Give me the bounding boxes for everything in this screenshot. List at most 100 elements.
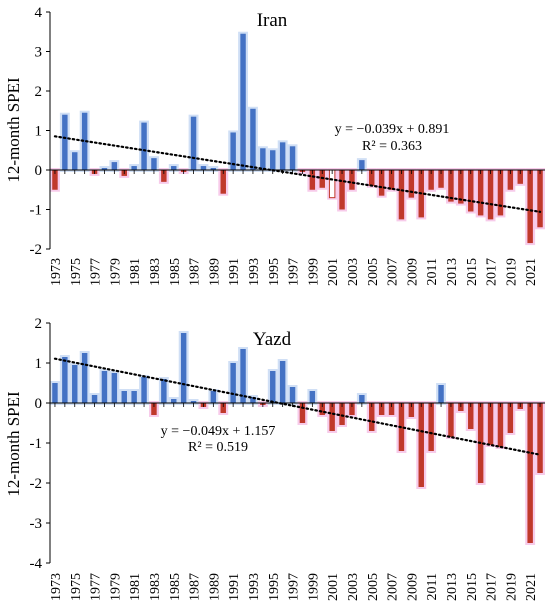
yazd-bar-2019 — [507, 403, 514, 433]
yazd-x-tick-label: 2011 — [425, 573, 440, 600]
iran-y-tick-label: 3 — [35, 45, 43, 61]
yazd-y-tick-label: -4 — [30, 556, 43, 572]
iran-trendline-path — [53, 135, 542, 213]
yazd-x-tick-label: 1977 — [89, 573, 104, 601]
yazd-bar-1975 — [72, 365, 78, 403]
yazd-r-squared-annotation: R² = 0.519 — [188, 440, 248, 455]
yazd-title: Yazd — [253, 329, 292, 350]
yazd-x-tick-label: 1981 — [128, 573, 143, 601]
yazd-bar-1985 — [171, 399, 177, 403]
yazd-equation-annotation: y = −0.049x + 1.157 — [161, 424, 276, 439]
yazd-x-tick-label: 2021 — [524, 573, 539, 601]
iran-bars — [50, 31, 545, 246]
iran-bar-2013 — [448, 170, 454, 202]
yazd-bar-1996 — [279, 361, 286, 403]
iran-bar-1996 — [279, 142, 286, 170]
iran-x-tick-label: 1995 — [267, 258, 282, 286]
iran-bar-1983 — [151, 158, 157, 170]
iran-bar-1978 — [101, 168, 108, 170]
yazd-bar-2005 — [369, 403, 375, 431]
yazd-bar-2018 — [497, 403, 504, 447]
iran-bar-1979 — [111, 162, 118, 170]
yazd-x-tick-label: 1997 — [287, 573, 302, 601]
yazd-bar-2013 — [448, 403, 454, 437]
iran-x-tick-label: 2017 — [485, 258, 500, 286]
iran-x-tick-label: 1989 — [207, 258, 222, 286]
yazd-y-tick-label: -1 — [30, 436, 43, 452]
yazd-x-tick-label: 2019 — [504, 573, 519, 601]
yazd-bar-1989 — [210, 391, 217, 403]
iran-bar-1992 — [240, 33, 246, 170]
iran-y-tick-label: -2 — [30, 242, 43, 258]
iran-x-tick-label: 1991 — [227, 258, 242, 286]
iran-bar-2002 — [339, 170, 345, 210]
yazd-x-tick-label: 1999 — [306, 573, 321, 601]
yazd-trendline — [53, 357, 542, 456]
iran-title: Iran — [257, 10, 288, 31]
iran-y-tick-label: -1 — [30, 203, 43, 219]
iran-y-axis-label: 12-month SPEI — [4, 77, 23, 183]
yazd-bar-2009 — [408, 403, 415, 417]
yazd-x-tick-label: 1989 — [207, 573, 222, 601]
iran-x-tick-label: 1981 — [128, 258, 143, 286]
iran-x-tick-label: 1987 — [188, 258, 203, 286]
iran-bar-1991 — [230, 132, 236, 170]
yazd-bar-1983 — [151, 403, 157, 415]
iran-bar-1999 — [309, 170, 316, 190]
iran-x-ticks: 1973 1975 1977 1979 1981 1983 1985 1987 1989 1991… — [49, 170, 541, 286]
iran-bar-2008 — [398, 170, 405, 220]
iran-bar-2001 — [328, 169, 336, 199]
yazd-bar-1978 — [101, 371, 108, 403]
yazd-x-tick-label: 1985 — [168, 573, 183, 601]
iran-equation-annotation: y = −0.039x + 0.891 — [335, 122, 450, 137]
iran-bar-2012 — [438, 170, 444, 188]
yazd-y-tick-label: 1 — [35, 356, 43, 372]
yazd-bar-1995 — [270, 371, 276, 403]
iran-bar-2015 — [468, 170, 474, 212]
iran-bar-2017 — [487, 170, 494, 220]
yazd-x-tick-label: 1975 — [69, 573, 84, 601]
iran-x-tick-label: 2003 — [346, 258, 361, 286]
yazd-y-tick-label: 2 — [35, 316, 43, 332]
yazd-bar-1991 — [230, 363, 236, 403]
yazd-x-tick-label: 2015 — [465, 573, 480, 601]
yazd-bar-1992 — [240, 349, 246, 403]
iran-bar-2022 — [537, 170, 543, 228]
iran-x-tick-label: 2007 — [386, 258, 401, 286]
iran-y-tick-label: 2 — [35, 84, 43, 100]
yazd-x-ticks: 1973 1975 1977 1979 1981 1983 1985 1987 1989 1991… — [49, 403, 541, 601]
yazd-y-tick-label: -2 — [30, 476, 43, 492]
yazd-y-axis-label: 12-month SPEI — [4, 391, 23, 497]
iran-bar-2018 — [497, 170, 504, 216]
yazd-bar-1979 — [111, 373, 118, 403]
yazd-x-tick-label: 2009 — [405, 573, 420, 601]
iran-bar-1995 — [270, 150, 276, 170]
iran-bar-1984 — [161, 170, 167, 182]
iran-bar-1985 — [171, 166, 177, 170]
iran-bar-2021 — [527, 170, 533, 244]
yazd-bar-1990 — [220, 403, 226, 413]
yazd-x-tick-label: 2001 — [326, 573, 341, 601]
yazd-bar-1976 — [81, 353, 88, 403]
yazd-bar-1977 — [91, 395, 98, 403]
yazd-bars — [50, 331, 545, 545]
iran-r-squared-annotation: R² = 0.363 — [362, 139, 422, 154]
iran-trendline — [53, 135, 542, 213]
iran-x-tick-label: 1997 — [287, 258, 302, 286]
yazd-bar-2000 — [319, 403, 325, 415]
iran-x-tick-label: 2011 — [425, 258, 440, 285]
yazd-x-tick-label: 1991 — [227, 573, 242, 601]
iran-x-tick-label: 2021 — [524, 258, 539, 286]
iran-bar-2011 — [428, 170, 434, 190]
iran-x-tick-label: 1999 — [306, 258, 321, 286]
iran-bar-1976 — [81, 112, 88, 170]
yazd-bar-2010 — [418, 403, 424, 487]
iran-bar-1982 — [141, 122, 147, 170]
yazd-bar-2015 — [468, 403, 474, 429]
yazd-bar-1999 — [309, 391, 316, 403]
yazd-x-tick-label: 2003 — [346, 573, 361, 601]
yazd-y-tick-label: 0 — [35, 396, 43, 412]
yazd-axes — [49, 323, 545, 563]
